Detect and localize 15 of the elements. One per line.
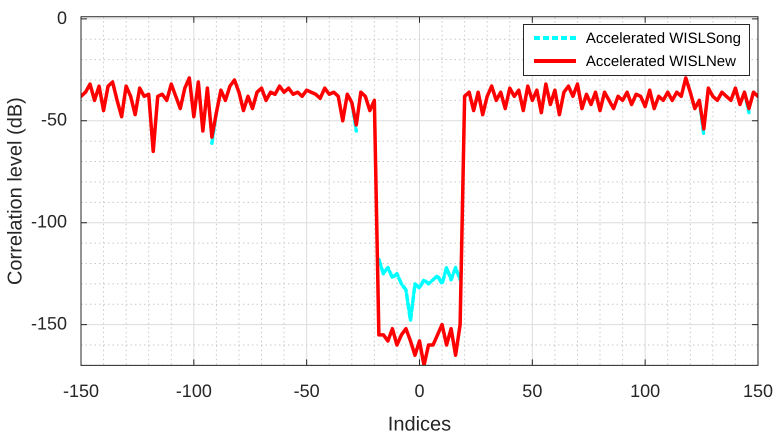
y-tick-label: 0 bbox=[56, 8, 67, 28]
x-tick-label: -150 bbox=[62, 381, 100, 402]
x-tick-label: 50 bbox=[522, 381, 542, 402]
x-axis-title: Indices bbox=[388, 414, 452, 436]
y-tick-label: -50 bbox=[40, 110, 67, 130]
x-tick-label: 100 bbox=[630, 381, 660, 402]
legend-label: Accelerated WISLNew bbox=[586, 52, 736, 70]
legend-label: Accelerated WISLSong bbox=[586, 30, 741, 47]
y-tick-label: -150 bbox=[30, 314, 67, 334]
x-tick-label: -50 bbox=[294, 381, 320, 402]
y-tick-label: -100 bbox=[30, 212, 67, 232]
y-axis-title: Correlation level (dB) bbox=[4, 97, 27, 286]
x-tick-label: 0 bbox=[414, 381, 424, 402]
x-tick-label: 150 bbox=[742, 381, 774, 402]
x-tick-label: -100 bbox=[176, 381, 212, 402]
